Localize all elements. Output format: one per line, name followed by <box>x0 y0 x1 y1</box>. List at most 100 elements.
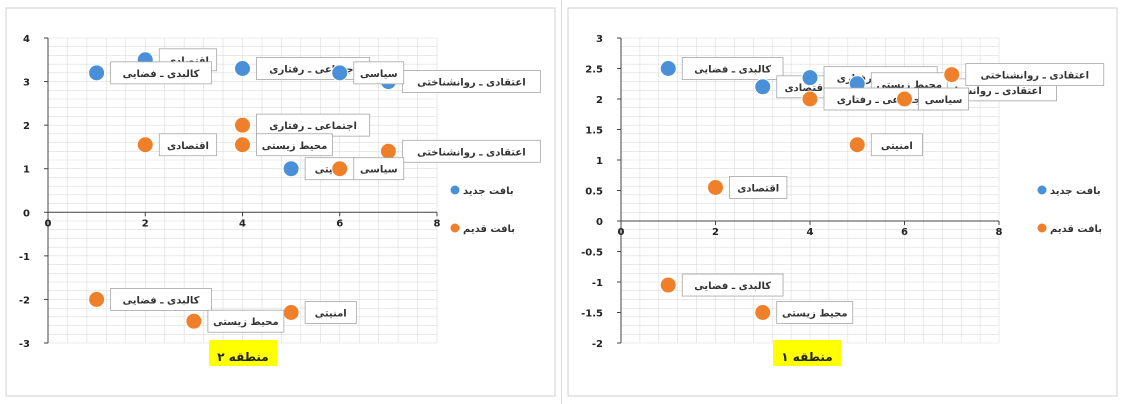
data-label-box <box>353 61 405 85</box>
x-tick-label: 8 <box>434 218 441 229</box>
data-label: اعتقادی ـ روانشناختی <box>417 78 526 89</box>
x-tick-label: 0 <box>45 218 52 229</box>
data-label: کالبدی ـ فضایی <box>694 281 771 292</box>
data-label: کالبدی ـ فضایی <box>123 69 200 80</box>
legend-marker <box>450 185 460 195</box>
data-point <box>282 304 300 321</box>
data-point <box>331 64 349 82</box>
data-point <box>754 304 772 321</box>
legend-marker <box>1037 223 1047 233</box>
data-label-box <box>729 176 788 199</box>
data-label-box <box>304 301 357 324</box>
data-point <box>331 160 349 178</box>
y-tick-label: -1 <box>19 252 30 263</box>
data-label: اقتصادی <box>167 56 209 67</box>
data-point <box>801 69 819 87</box>
x-tick-label: 6 <box>901 227 908 238</box>
data-label: محیط زیستی <box>876 80 942 91</box>
x-tick-label: 6 <box>336 218 343 229</box>
y-tick-label: 4 <box>23 34 30 45</box>
data-point <box>136 136 154 154</box>
data-label: کالبدی ـ فضایی <box>694 65 771 76</box>
chart-title-box <box>773 340 841 366</box>
data-label-box <box>681 57 784 80</box>
data-label-box <box>776 301 854 324</box>
series-old-fabric: اعتقادی ـ روانشناختی اجتماعی ـ رفتاری سیاس… <box>659 63 1105 324</box>
x-tick-label: 4 <box>807 227 814 238</box>
data-label: امنیتی <box>315 165 347 176</box>
data-label: کالبدی ـ فضایی <box>123 295 200 306</box>
data-point <box>282 160 300 178</box>
data-label-box <box>401 139 541 163</box>
y-tick-label: 0 <box>23 208 30 219</box>
y-tick-label: 2.5 <box>585 65 603 76</box>
data-point <box>234 60 251 77</box>
y-tick-label: -2 <box>19 295 30 306</box>
data-label-box <box>918 87 969 111</box>
data-point <box>707 178 724 196</box>
data-label-box <box>870 133 923 157</box>
data-point <box>88 290 106 308</box>
scatter-chart-right: 0 2 4 6 8 -2 -1.5 -1 -0.5 0 0.5 1 1.5 2 2.5 3 کالبدی ـ ف… <box>567 7 1118 397</box>
legend: بافت جدید بافت قدیم <box>1037 185 1102 235</box>
y-tick-label: 2 <box>23 121 30 132</box>
data-label: محیط زیستی <box>782 309 848 320</box>
y-tick-label: 3 <box>596 34 603 45</box>
y-tick-label: 0 <box>596 217 603 228</box>
data-point <box>801 90 819 108</box>
legend-marker <box>1037 185 1047 195</box>
legend-entry: بافت جدید <box>463 186 514 197</box>
series-old-fabric: اجتماعی ـ رفتاری اقتصادی اعتقادی ـ روانشنا… <box>88 113 541 333</box>
y-tick-label: -2 <box>592 339 603 350</box>
data-label: محیط زیستی <box>213 317 279 328</box>
chart-title-box <box>209 340 277 366</box>
x-tick-label: 0 <box>618 227 625 238</box>
x-tick-label: 4 <box>239 218 246 229</box>
x-tick-label: 8 <box>996 227 1003 238</box>
y-tick-label: -0.5 <box>581 248 603 259</box>
y-tick-label: 1 <box>596 156 603 167</box>
data-point <box>659 276 677 294</box>
data-label-box <box>158 133 218 157</box>
data-label: اقتصادی <box>167 141 209 152</box>
chart-panel-left: 0 2 4 6 8 -3 -2 -1 0 1 2 3 4 اقتصادی کالبدی ـ فضایی اجت… <box>0 0 561 404</box>
x-tick-label: 2 <box>712 227 719 238</box>
legend-entry: بافت قدیم <box>463 224 515 235</box>
y-tick-label: -3 <box>19 339 30 350</box>
legend-entry: بافت قدیم <box>1050 224 1102 235</box>
data-label-box <box>110 61 212 85</box>
legend-entry: بافت جدید <box>1050 186 1101 197</box>
data-label: سیاسی <box>360 69 398 80</box>
legend-marker <box>450 223 460 233</box>
chart-title: منطقه ۲ <box>217 350 268 364</box>
data-label: اعتقادی ـ روانشناختی <box>417 147 526 158</box>
chart-panel-right: 0 2 4 6 8 -2 -1.5 -1 -0.5 0 0.5 1 1.5 2 2.5 3 کالبدی ـ ف… <box>562 0 1123 404</box>
data-point <box>185 312 203 330</box>
data-label: اقتصادی <box>784 83 826 94</box>
data-label-box <box>110 288 212 311</box>
data-point <box>234 116 251 134</box>
y-tick-label: 0.5 <box>585 187 603 198</box>
data-label: اعتقادی ـ روانشناختی <box>980 71 1089 82</box>
data-label: اجتماعی ـ رفتاری <box>837 95 925 106</box>
data-point <box>754 78 772 96</box>
y-tick-label: -1 <box>592 278 603 289</box>
panel-divider <box>561 0 562 404</box>
y-tick-label: 2 <box>596 95 603 106</box>
data-label-box <box>681 273 784 297</box>
data-label: اعتقادی ـ روانشناختی <box>933 86 1042 97</box>
y-tick-label: 1 <box>23 165 30 176</box>
data-point <box>234 136 251 154</box>
data-point <box>896 90 913 108</box>
data-label: سیاسی <box>360 165 398 176</box>
data-point <box>88 64 106 82</box>
y-tick-label: -1.5 <box>581 309 603 320</box>
data-label-box <box>965 63 1105 86</box>
y-tick-label: 3 <box>23 78 30 89</box>
x-tick-label: 2 <box>142 218 149 229</box>
data-label: امنیتی <box>315 309 347 320</box>
data-point <box>659 60 677 77</box>
y-tick-label: 1.5 <box>585 126 603 137</box>
data-label: سیاسی <box>925 95 963 106</box>
